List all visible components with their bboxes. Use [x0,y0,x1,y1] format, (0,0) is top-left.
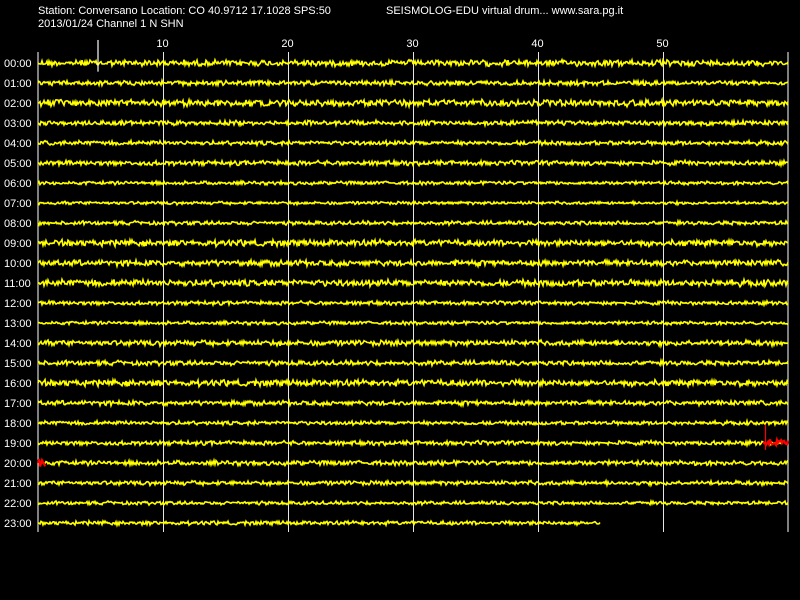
trace-1500 [37,357,789,369]
hour-label-0500: 05:00 [4,158,32,170]
trace-2000 [37,457,789,468]
trace-1900 [37,438,782,449]
x-tick-label-10: 10 [156,38,168,50]
hour-label-2100: 21:00 [4,478,32,490]
trace-2100 [37,478,789,488]
station-info: Station: Conversano Location: CO 40.9712… [38,5,331,17]
trace-1200 [37,298,788,308]
hour-label-0900: 09:00 [4,238,32,250]
hour-label-0600: 06:00 [4,178,32,190]
hour-label-1600: 16:00 [4,378,32,390]
hour-label-1400: 14:00 [4,338,32,350]
trace-1800 [37,417,789,428]
trace-0000 [37,57,789,69]
trace-0200 [37,96,789,110]
trace-0900 [37,236,788,249]
trace-2300 [37,518,601,528]
trace-1400 [37,337,789,349]
hour-label-1900: 19:00 [4,438,32,450]
trace-0500 [37,157,789,169]
trace-1700 [37,398,789,409]
app-title: SEISMOLOG-EDU virtual drum... www.sara.p… [386,5,624,17]
trace-0600 [37,178,789,187]
event-traces [36,436,790,467]
hour-label-1200: 12:00 [4,298,32,310]
hour-label-0300: 03:00 [4,118,32,130]
hour-label-0800: 08:00 [4,218,32,230]
x-tick-label-20: 20 [281,38,293,50]
trace-2200 [37,498,789,507]
x-tick-labels: 10 20 30 40 50 [156,38,668,50]
trace-1100 [37,276,789,290]
trace-1000 [37,257,789,270]
hour-label-1500: 15:00 [4,358,32,370]
hour-label-0200: 02:00 [4,98,32,110]
trace-0700 [37,199,789,207]
hour-label-0100: 01:00 [4,78,32,90]
hour-label-1100: 11:00 [4,278,31,290]
hour-label-2300: 23:00 [4,518,32,530]
hour-label-0400: 04:00 [4,138,32,150]
hour-label-1700: 17:00 [4,398,32,410]
hour-label-0000: 00:00 [4,58,32,70]
event-trace-1 [36,457,47,467]
hour-label-0700: 07:00 [4,198,32,210]
trace-0800 [37,218,789,228]
x-tick-label-50: 50 [656,38,668,50]
trace-0300 [37,117,789,129]
hour-label-2200: 22:00 [4,498,32,510]
hour-label-1000: 10:00 [4,258,32,270]
event-trace-0 [762,436,790,448]
trace-1300 [37,318,789,327]
grid [37,52,789,532]
hour-label-2000: 20:00 [4,458,32,470]
trace-0100 [37,77,789,89]
trace-0400 [37,138,789,148]
date-channel-info: 2013/01/24 Channel 1 N SHN [38,18,184,30]
trace-1600 [37,376,789,389]
x-tick-label-40: 40 [531,38,543,50]
x-tick-label-30: 30 [406,38,418,50]
hour-labels: 00:00 01:00 02:00 03:00 04:00 05:00 06:00 07:00… [4,58,32,530]
traces [37,39,789,528]
hour-label-1300: 13:00 [4,318,32,330]
hour-label-1800: 18:00 [4,418,32,430]
